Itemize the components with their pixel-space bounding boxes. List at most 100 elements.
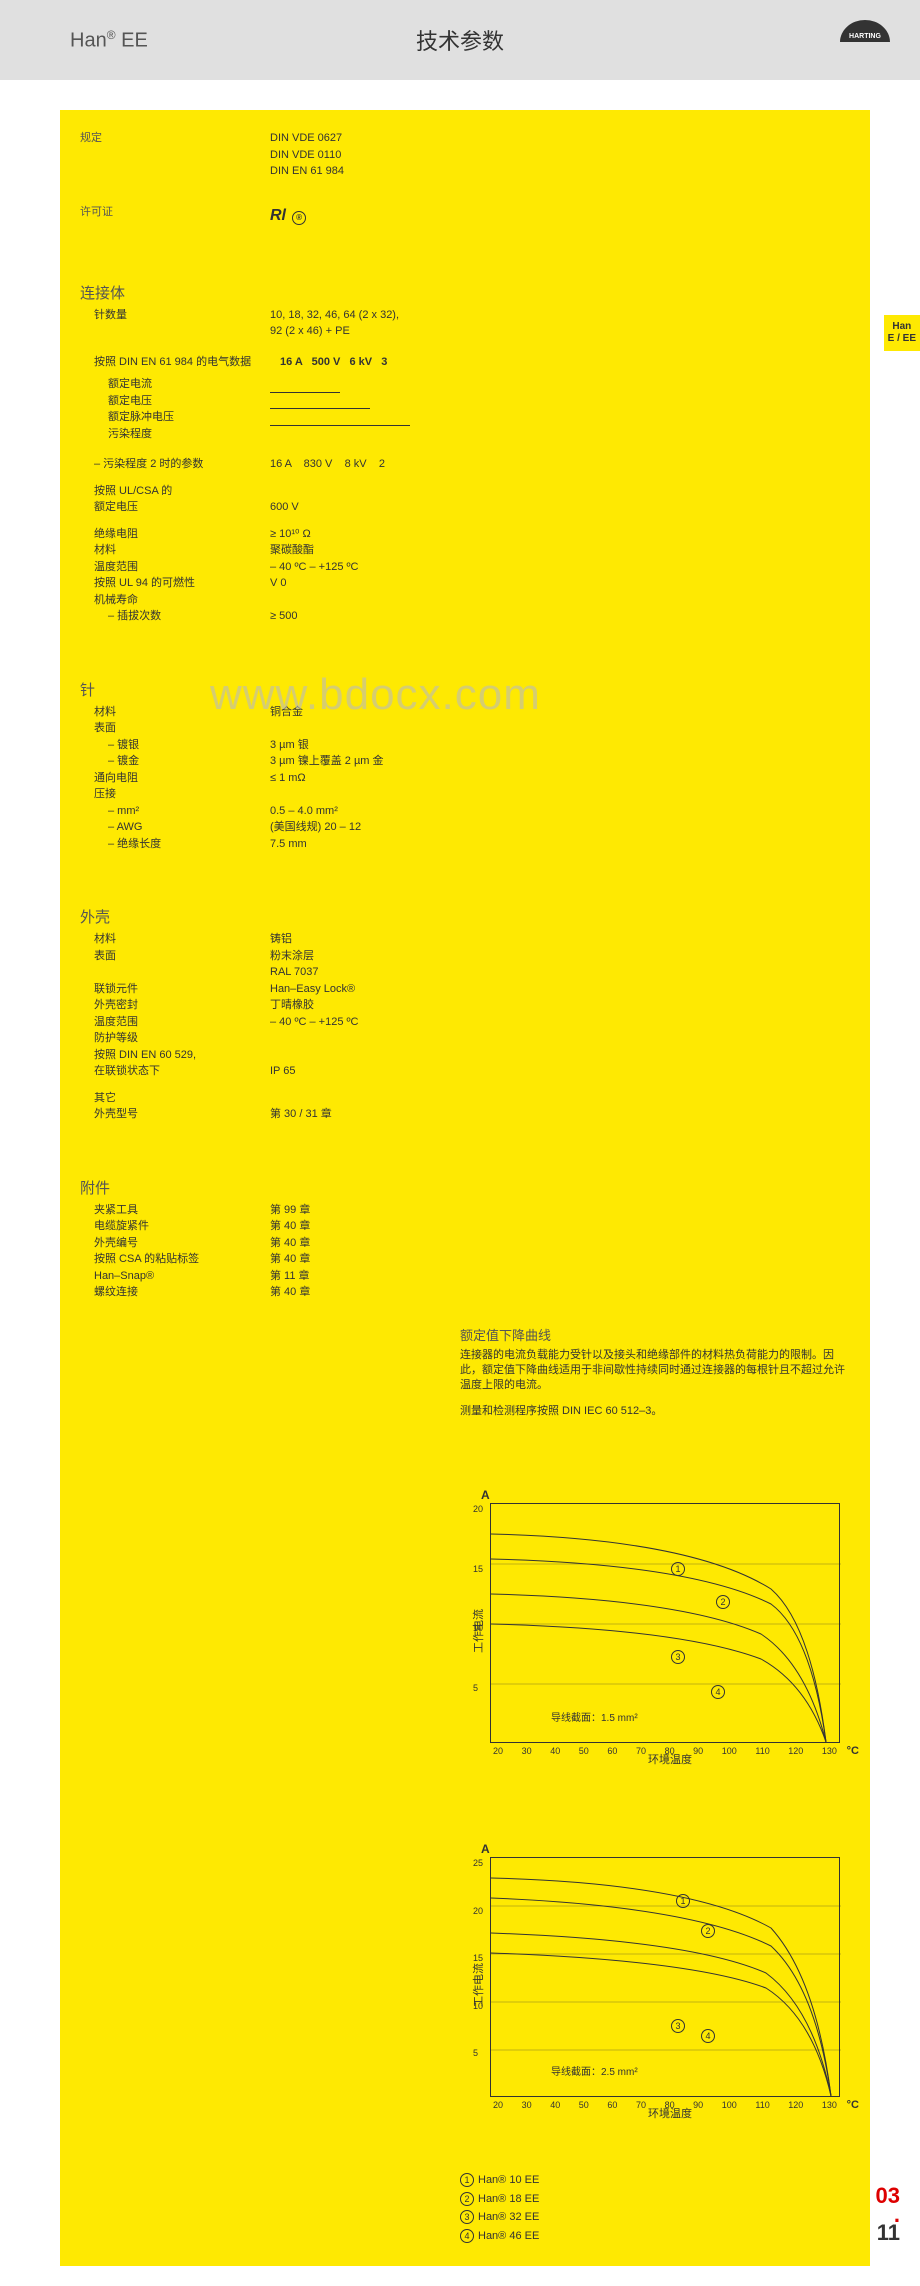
reg-val-2: DIN EN 61 984 xyxy=(270,163,480,180)
line-imp xyxy=(270,409,410,426)
seal-lbl: 外壳密封 xyxy=(80,997,270,1014)
regulations-title: 规定 xyxy=(80,130,270,176)
itemp-lbl: 温度范围 xyxy=(80,559,270,576)
chart1-note: 导线截面：1.5 mm² xyxy=(551,1709,638,1724)
mm-val: 0.5 – 4.0 mm² xyxy=(270,803,480,820)
flam-val: V 0 xyxy=(270,575,480,592)
ulcsa-lbl2: 额定电压 xyxy=(80,499,270,516)
logo-text: HARTING xyxy=(840,33,890,40)
poll2-lbl: – 污染程度 2 时的参数 xyxy=(80,456,270,473)
c2-yt0: 25 xyxy=(473,1858,483,1868)
line-i xyxy=(270,376,340,393)
other-val: 第 30 / 31 章 xyxy=(270,1106,480,1123)
gold-val: 3 µm 镍上覆盖 2 µm 金 xyxy=(270,753,480,770)
mech-lbl2: – 插拔次数 xyxy=(80,608,270,625)
acc4-lbl: 按照 CSA 的粘贴标签 xyxy=(80,1251,270,1268)
ul-icon: Rl xyxy=(270,207,286,224)
c1-lbl2: 2 xyxy=(716,1594,734,1609)
c2-yt4: 5 xyxy=(473,2048,478,2058)
c2-lbl1: 1 xyxy=(676,1893,694,1908)
poll2-val: 16 A 830 V 8 kV 2 xyxy=(270,456,480,473)
derating-desc: 连接器的电流负载能力受针以及接头和绝缘部件的材料热负荷能力的限制。因此，额定值下… xyxy=(460,1348,850,1394)
reg-mark: ® xyxy=(107,28,116,42)
side-tab-l2: E / EE xyxy=(888,333,916,345)
chart2-note: 导线截面：2.5 mm² xyxy=(551,2063,638,2078)
c2-yt2: 15 xyxy=(473,1953,483,1963)
reg-val-0: DIN VDE 0627 xyxy=(270,130,480,147)
itemp-val: – 40 ºC – +125 ºC xyxy=(270,559,480,576)
acc5-val: 第 11 章 xyxy=(270,1268,480,1285)
product-suffix: EE xyxy=(116,29,148,51)
htemp-lbl: 温度范围 xyxy=(80,1014,270,1031)
c2-yt3: 10 xyxy=(473,2001,483,2011)
c2-yt1: 20 xyxy=(473,1906,483,1916)
chart2-unit-c: °C xyxy=(847,2099,859,2111)
awg-lbl: – AWG xyxy=(80,819,270,836)
silver-val: 3 µm 银 xyxy=(270,737,480,754)
lock-lbl: 联锁元件 xyxy=(80,981,270,998)
chart2-svg xyxy=(491,1858,841,2098)
acc1-lbl: 夹紧工具 xyxy=(80,1202,270,1219)
c1-yt1: 15 xyxy=(473,1564,483,1574)
insert-section: 连接体 针数量 10, 18, 32, 46, 64 (2 x 32), 92 (… xyxy=(80,282,480,625)
silver-lbl: – 镀银 xyxy=(80,737,270,754)
pn-bot: 11 xyxy=(876,2220,900,2246)
cert-icons: Rl ® xyxy=(270,204,480,228)
hsurf-lbl: 表面 xyxy=(80,948,270,981)
awg-val: (美国线规) 20 – 12 xyxy=(270,819,480,836)
rated-imp: 额定脉冲电压 xyxy=(80,409,270,426)
crimp-lbl: 压接 xyxy=(80,786,270,803)
chart1: A °C 工作电流 20 15 10 5 2030405060708090100… xyxy=(490,1503,840,1743)
csa-icon: ® xyxy=(292,211,306,225)
chart2: A °C 工作电流 25 20 15 10 5 2030405060708090… xyxy=(490,1857,840,2097)
approvals-title: 许可证 xyxy=(80,204,270,224)
contacts-val2: 92 (2 x 46) + PE xyxy=(270,325,350,337)
chart1-unit-a: A xyxy=(481,1488,490,1502)
cres-val: ≤ 1 mΩ xyxy=(270,770,480,787)
reg-val-1: DIN VDE 0110 xyxy=(270,147,480,164)
c2-lbl2: 2 xyxy=(701,1923,719,1938)
cres-lbl: 通向电阻 xyxy=(80,770,270,787)
htemp-val: – 40 ºC – +125 ºC xyxy=(270,1014,480,1031)
c2-lbl3: 3 xyxy=(671,2018,689,2033)
regulations-section: 规定 DIN VDE 0627 DIN VDE 0110 DIN EN 61 9… xyxy=(80,130,480,180)
c1-yt0: 20 xyxy=(473,1504,483,1514)
contacts-lbl: 针数量 xyxy=(80,307,270,340)
hmat-lbl: 材料 xyxy=(80,931,270,948)
mm-lbl: – mm² xyxy=(80,803,270,820)
derating-section: 额定值下降曲线 连接器的电流负载能力受针以及接头和绝缘部件的材料热负荷能力的限制… xyxy=(460,1325,850,1420)
chart2-unit-a: A xyxy=(481,1842,490,1856)
insert-title: 连接体 xyxy=(80,282,480,303)
rated-i: 额定电流 xyxy=(80,376,270,393)
chart1-wrapper: A °C 工作电流 20 15 10 5 2030405060708090100… xyxy=(460,1503,850,1767)
legend: 1Han® 10 EE 2Han® 18 EE 3Han® 32 EE 4Han… xyxy=(460,2171,850,2246)
insres-lbl: 绝缘电阻 xyxy=(80,526,270,543)
pn-top: 03 xyxy=(876,2183,900,2209)
chart2-wrapper: A °C 工作电流 25 20 15 10 5 2030405060708090… xyxy=(460,1857,850,2121)
c1-lbl3: 3 xyxy=(671,1649,689,1664)
left-column: 规定 DIN VDE 0627 DIN VDE 0110 DIN EN 61 9… xyxy=(80,130,480,1325)
acc2-val: 第 40 章 xyxy=(270,1218,480,1235)
c1-lbl1: 1 xyxy=(671,1561,689,1576)
ulcsa-lbl: 按照 UL/CSA 的 xyxy=(80,483,270,500)
header-bar: Han® EE 技术参数 HARTING xyxy=(0,0,920,80)
hoods-section: 外壳 材料铸铝 表面粉末涂层RAL 7037 联锁元件Han–Easy Lock… xyxy=(80,906,480,1123)
c1-yt3: 5 xyxy=(473,1683,478,1693)
hsurf-val: 粉末涂层 xyxy=(270,950,314,962)
watermark: www.bdocx.com xyxy=(210,670,541,720)
legend-4: 4Han® 46 EE xyxy=(460,2227,850,2246)
acc6-lbl: 螺纹连接 xyxy=(80,1284,270,1301)
derating-title: 额定值下降曲线 xyxy=(460,1325,850,1344)
chart1-unit-c: °C xyxy=(847,1745,859,1757)
derating-proc: 测量和检测程序按照 DIN IEC 60 512–3。 xyxy=(460,1404,850,1419)
acc5-lbl: Han–Snap® xyxy=(80,1268,270,1285)
legend-3: 3Han® 32 EE xyxy=(460,2208,850,2227)
seal-val: 丁晴橡胶 xyxy=(270,997,480,1014)
hmat-val: 铸铝 xyxy=(270,931,480,948)
lock-val: Han–Easy Lock® xyxy=(270,981,480,998)
mech-lbl: 机械寿命 xyxy=(80,592,270,609)
line-poll xyxy=(270,426,480,443)
contacts-val: 10, 18, 32, 46, 64 (2 x 32), xyxy=(270,309,399,321)
prot-lbl2: 按照 DIN EN 60 529, xyxy=(80,1047,270,1064)
other-lbl: 其它 xyxy=(80,1090,270,1107)
